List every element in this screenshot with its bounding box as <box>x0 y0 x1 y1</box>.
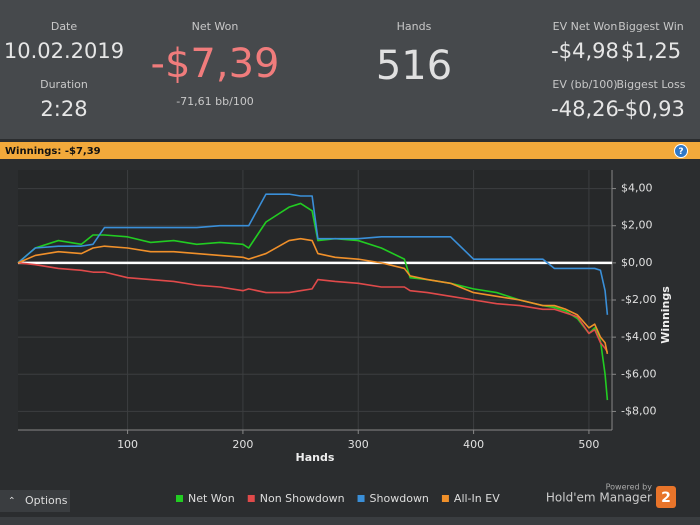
options-caret[interactable]: ⌃ <box>8 497 16 507</box>
x-tick-label: 100 <box>117 438 138 451</box>
stat-value: -48,26 <box>551 97 619 121</box>
brand-badge <box>656 486 676 508</box>
legend-swatch <box>176 495 183 502</box>
stat-label: Hands <box>397 20 432 33</box>
header-panel <box>0 0 700 140</box>
stat-label: Date <box>51 20 78 33</box>
stat-value: -$0,93 <box>617 97 685 121</box>
help-text[interactable]: ? <box>678 147 683 157</box>
brand: Hold'em Manager <box>546 491 652 505</box>
help-icon[interactable] <box>674 144 688 158</box>
divider <box>0 139 700 141</box>
y-tick-label: $4,00 <box>621 182 653 195</box>
powered-by: Powered by <box>606 483 653 492</box>
y-tick-label: -$6,00 <box>621 367 656 380</box>
y-axis-title: Winnings <box>659 286 672 344</box>
stat-label: EV Net Won <box>553 20 618 33</box>
x-axis-title: Hands <box>296 451 335 464</box>
options-label[interactable]: Options <box>25 494 68 507</box>
legend-label: All-In EV <box>454 492 500 505</box>
legend-label: Net Won <box>188 492 235 505</box>
bottom-bar <box>0 517 700 525</box>
series-line <box>17 193 609 315</box>
stat-value: -$4,98 <box>551 39 619 63</box>
y-tick-label: $2,00 <box>621 219 653 232</box>
legend-label: Showdown <box>370 492 429 505</box>
x-tick-label: 500 <box>578 438 599 451</box>
legend-label: Non Showdown <box>260 492 345 505</box>
x-tick-label: 200 <box>232 438 253 451</box>
x-tick-label: 400 <box>463 438 484 451</box>
stat-value: 10.02.2019 <box>4 39 124 63</box>
options-button[interactable] <box>0 490 70 512</box>
stat-value: $1,25 <box>621 39 681 63</box>
legend-swatch <box>357 495 365 502</box>
series-line <box>17 237 609 355</box>
y-tick-label: -$4,00 <box>621 330 656 343</box>
stat-label: Biggest Loss <box>616 78 685 91</box>
brand-badge-text: 2 <box>661 490 671 506</box>
banner <box>0 142 700 159</box>
series-line <box>17 262 609 353</box>
stat-value: 516 <box>376 43 452 89</box>
y-tick-label: -$8,00 <box>621 404 656 417</box>
banner-text: Winnings: -$7,39 <box>5 146 101 157</box>
legend-swatch <box>441 495 449 502</box>
legend-swatch <box>247 495 255 502</box>
y-tick-label: $0,00 <box>621 256 653 269</box>
stat-label: Net Won <box>192 20 239 33</box>
stat-sub: -71,61 bb/100 <box>176 95 254 108</box>
x-tick-label: 300 <box>348 438 369 451</box>
stat-value: -$7,39 <box>151 41 280 87</box>
stat-value: 2:28 <box>40 97 87 121</box>
y-tick-label: -$2,00 <box>621 293 656 306</box>
plot: $4,00 $2,00 $0,00 -$2,00 -$4,00 -$6,00 -$8,00 1… <box>17 170 672 505</box>
stat-label: Duration <box>40 78 88 91</box>
stat-label: Biggest Win <box>618 20 684 33</box>
stat-label: EV (bb/100) <box>552 78 617 91</box>
